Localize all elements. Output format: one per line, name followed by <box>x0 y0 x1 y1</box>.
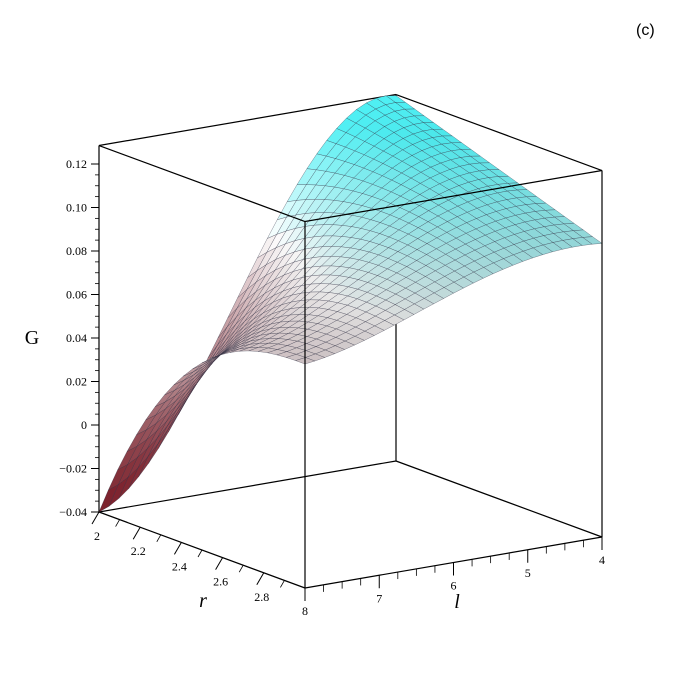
l-tick-label: 4 <box>599 553 605 567</box>
g-tick-label: −0.04 <box>59 505 87 519</box>
r-tick <box>215 557 224 570</box>
g-tick-label: 0.10 <box>66 201 87 215</box>
box-edge <box>98 93 397 147</box>
r-minor-tick <box>156 534 162 542</box>
box-edge <box>395 93 603 172</box>
g-tick-label: 0.06 <box>66 288 87 302</box>
r-tick <box>256 572 265 586</box>
surface-mesh <box>98 95 603 513</box>
r-tick-label: 2.2 <box>131 544 146 558</box>
l-tick-label: 8 <box>302 604 308 618</box>
axis-ticks: 0.12 0.10 0.08 0.06 0.04 0.02 0 −0.02 −0.04 2 2.2 2… <box>59 157 605 618</box>
l-tick-label: 7 <box>376 591 382 605</box>
g-tick-label: 0 <box>81 418 87 432</box>
box-edge <box>98 460 397 513</box>
l-tick-label: 6 <box>451 579 457 593</box>
g-tick-label: −0.02 <box>59 462 87 476</box>
r-tick-label: 2.6 <box>213 575 228 589</box>
box-edge <box>395 460 603 538</box>
g-tick-label: 0.12 <box>66 157 87 171</box>
r-minor-tick <box>238 565 244 573</box>
g-axis-label: G <box>25 327 39 349</box>
r-tick <box>173 542 182 555</box>
g-tick-label: 0.08 <box>66 244 87 258</box>
g-tick-label: 0.02 <box>66 375 87 389</box>
r-minor-tick <box>280 580 285 588</box>
panel-label: (c) <box>636 22 655 39</box>
r-tick <box>91 511 100 525</box>
r-minor-tick <box>197 549 203 558</box>
axis-labels: Gr l <box>25 327 460 613</box>
r-tick-label: 2.4 <box>172 559 187 573</box>
l-tick-label: 5 <box>525 566 531 580</box>
g-tick-label: 0.04 <box>66 331 87 345</box>
r-tick-label: 2.8 <box>254 590 269 604</box>
box-edge <box>304 169 603 223</box>
l-axis-label: l <box>454 591 460 613</box>
box-edge <box>98 144 306 223</box>
r-axis-label: r <box>199 590 207 612</box>
r-minor-tick <box>115 519 120 527</box>
r-tick-label: 2 <box>94 529 100 543</box>
r-tick <box>132 526 141 540</box>
